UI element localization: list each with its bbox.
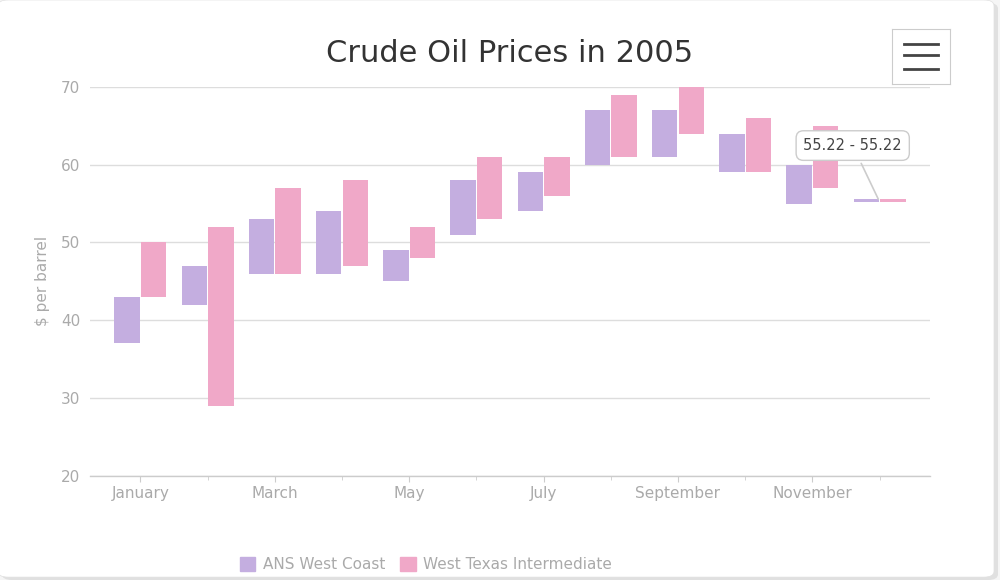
Bar (316, 211, 341, 274)
Bar (450, 180, 476, 235)
Bar (249, 219, 274, 274)
Bar (786, 165, 812, 204)
Bar (719, 133, 745, 172)
Bar (141, 242, 166, 297)
Text: 55.22 - 55.22: 55.22 - 55.22 (803, 138, 902, 200)
Bar (813, 126, 838, 188)
Bar (854, 199, 879, 202)
Bar (518, 172, 543, 211)
Bar (410, 227, 435, 258)
Bar (544, 157, 570, 196)
Bar (746, 118, 771, 172)
Bar (343, 180, 368, 266)
Bar (477, 157, 502, 219)
Bar (182, 266, 207, 304)
Y-axis label: $ per barrel: $ per barrel (35, 236, 50, 327)
Bar (611, 95, 637, 157)
Title: Crude Oil Prices in 2005: Crude Oil Prices in 2005 (326, 39, 694, 68)
Bar (679, 87, 704, 133)
Bar (652, 110, 677, 157)
Bar (114, 297, 140, 343)
Bar (275, 188, 301, 274)
Bar (383, 250, 409, 281)
Bar (208, 227, 234, 405)
Bar (585, 110, 610, 165)
FancyBboxPatch shape (2, 3, 998, 580)
Bar (880, 199, 906, 202)
Legend: ANS West Coast, West Texas Intermediate: ANS West Coast, West Texas Intermediate (235, 553, 617, 577)
